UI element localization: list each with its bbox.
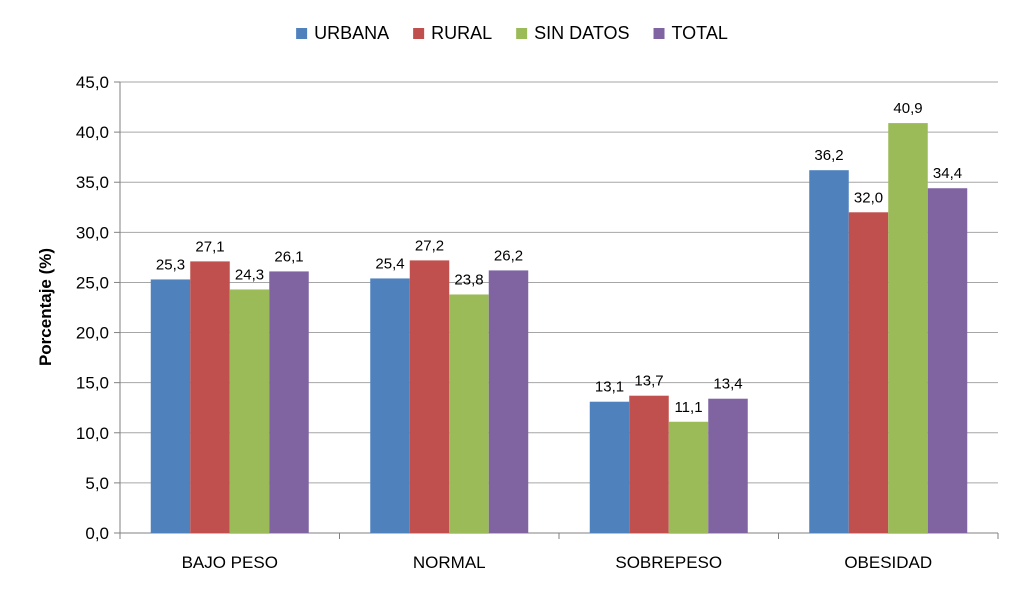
y-tick-label: 20,0 <box>76 324 109 343</box>
data-label: 13,7 <box>634 373 663 390</box>
bar <box>409 260 450 533</box>
y-axis-title: Porcentaje (%) <box>36 248 55 366</box>
y-tick-label: 25,0 <box>76 273 109 292</box>
data-label: 36,2 <box>814 147 843 164</box>
legend-item: TOTAL <box>653 23 728 43</box>
legend: URBANA RURAL SIN DATOS TOTAL <box>296 23 728 43</box>
bars <box>150 123 968 534</box>
legend-item: RURAL <box>413 23 492 43</box>
data-label: 23,8 <box>454 271 483 288</box>
bar <box>809 170 849 533</box>
bar <box>229 289 270 533</box>
y-tick-label: 5,0 <box>85 474 109 493</box>
legend-swatch <box>296 28 308 39</box>
bar <box>888 123 928 533</box>
data-label: 34,4 <box>933 165 962 182</box>
data-label: 24,3 <box>235 266 264 283</box>
legend-label: RURAL <box>431 23 492 43</box>
y-tick-label: 30,0 <box>76 223 109 242</box>
bar <box>848 212 889 534</box>
data-label: 25,3 <box>156 256 185 273</box>
bar <box>488 270 529 533</box>
legend-label: URBANA <box>314 23 389 43</box>
bar <box>927 188 968 534</box>
data-labels: 25,3 27,1 24,3 26,1 25,4 27,2 23,8 26,2 13,1 13,7… <box>156 100 962 416</box>
bar <box>629 395 669 533</box>
legend-label: TOTAL <box>672 23 728 43</box>
y-tick-label: 45,0 <box>76 73 109 92</box>
bar <box>449 294 489 533</box>
y-tick-label: 15,0 <box>76 374 109 393</box>
x-category-label: NORMAL <box>413 553 486 572</box>
bar <box>370 278 410 533</box>
legend-swatch <box>413 28 425 39</box>
legend-item: SIN DATOS <box>516 23 630 43</box>
data-label: 13,1 <box>595 379 624 396</box>
data-label: 27,1 <box>195 238 224 255</box>
data-label: 13,4 <box>713 376 742 393</box>
data-label: 11,1 <box>674 399 702 416</box>
y-axis-ticks: 0,0 5,0 10,0 15,0 20,0 25,0 30,0 35,0 40,0 45,0 <box>76 73 109 543</box>
legend-swatch <box>516 28 528 39</box>
bar <box>668 421 709 533</box>
data-label: 32,0 <box>854 189 883 206</box>
data-label: 26,2 <box>494 247 523 264</box>
y-tick-label: 0,0 <box>85 524 109 543</box>
data-label: 40,9 <box>893 100 922 117</box>
x-category-label: OBESIDAD <box>844 553 932 572</box>
x-category-label: BAJO PESO <box>182 553 278 572</box>
y-tick-label: 35,0 <box>76 173 109 192</box>
legend-swatch <box>653 28 665 39</box>
bar <box>269 271 309 533</box>
bar <box>150 279 191 533</box>
bar <box>190 261 230 533</box>
legend-label: SIN DATOS <box>534 23 629 43</box>
x-category-label: SOBREPESO <box>615 553 722 572</box>
bar <box>708 398 748 533</box>
y-tick-label: 40,0 <box>76 123 109 142</box>
y-tick-label: 10,0 <box>76 424 109 443</box>
bar <box>589 401 630 533</box>
legend-item: URBANA <box>296 23 389 43</box>
data-label: 26,1 <box>274 248 303 265</box>
data-label: 27,2 <box>415 237 444 254</box>
data-label: 25,4 <box>375 255 404 272</box>
x-axis-categories: BAJO PESO NORMAL SOBREPESO OBESIDAD <box>182 553 933 572</box>
